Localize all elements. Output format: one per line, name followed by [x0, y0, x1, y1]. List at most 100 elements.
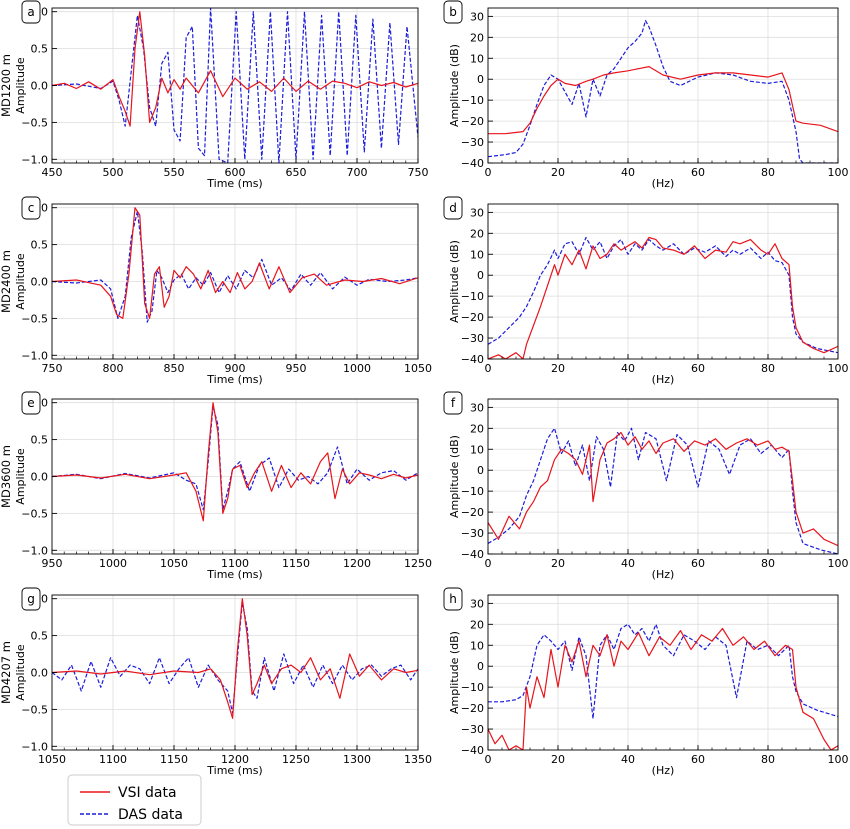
das-series-line	[52, 210, 418, 323]
y-tick-label: −30	[461, 136, 484, 149]
grid	[487, 8, 839, 164]
y-axis-label: Amplitude	[14, 57, 27, 114]
y-tick-label: −40	[461, 157, 484, 170]
panel-c: 75080085090095010001050−1.0−0.50.00.51.0…	[0, 196, 432, 386]
panel-tag-label: e	[27, 396, 34, 410]
plot-frame	[487, 7, 839, 164]
x-axis-label: (Hz)	[652, 568, 675, 581]
panel-tag-label: h	[449, 592, 457, 606]
x-tick-label: 60	[691, 362, 705, 375]
y-tick-label: 10	[470, 639, 484, 652]
y-tick-label: −0.5	[21, 703, 48, 716]
y-tick-label: 10	[470, 52, 484, 65]
y-tick-label: 0.0	[31, 80, 49, 93]
y-tick-label: 0	[477, 660, 484, 673]
vsi-series-line	[52, 207, 418, 319]
x-tick-label: 750	[42, 362, 63, 375]
y-tick-label: 30	[470, 401, 484, 414]
panel-tag-box	[443, 391, 463, 415]
x-tick-label: 80	[761, 362, 775, 375]
x-tick-label: 0	[485, 753, 492, 766]
y-tick-label: 20	[470, 31, 484, 44]
y-tick-label: 0	[477, 269, 484, 282]
x-axis-label: Time (ms)	[206, 177, 262, 190]
panel-tag-label: b	[449, 5, 457, 19]
y-tick-label: 20	[470, 618, 484, 631]
x-axis-label: Time (ms)	[206, 764, 262, 777]
x-tick-label: 1100	[221, 557, 249, 570]
panel-tag-label: a	[27, 5, 34, 19]
das-series-line	[488, 20, 838, 163]
x-axis-label: Time (ms)	[206, 373, 262, 386]
x-tick-label: 700	[347, 166, 368, 179]
panel-tag-box	[21, 196, 41, 220]
das-series-line	[488, 236, 838, 354]
x-tick-label: 40	[621, 753, 635, 766]
x-tick-label: 1000	[99, 557, 127, 570]
das-series-line	[52, 8, 418, 163]
x-axis-label: (Hz)	[652, 177, 675, 190]
y-tick-label: 0.5	[31, 630, 49, 643]
y-tick-label: 0	[477, 73, 484, 86]
depth-row-label: MD2400 m	[0, 250, 13, 313]
y-tick-label: 0.5	[31, 239, 49, 252]
legend-box	[67, 774, 202, 826]
y-tick-label: −10	[461, 681, 484, 694]
legend-das-label: DAS data	[118, 807, 183, 823]
vsi-series-line	[488, 627, 838, 750]
x-axis-label: (Hz)	[652, 373, 675, 386]
x-tick-label: 1200	[221, 753, 249, 766]
x-tick-label: 900	[225, 362, 246, 375]
y-tick-label: −40	[461, 548, 484, 561]
vsi-series-line	[488, 236, 838, 359]
y-tick-label: −0.5	[21, 312, 48, 325]
y-tick-label: 0.0	[31, 667, 49, 680]
y-tick-label: −0.5	[21, 507, 48, 520]
panel-tag-box	[443, 0, 463, 24]
x-tick-label: 80	[761, 557, 775, 570]
depth-row-label: MD3600 m	[0, 445, 13, 508]
x-tick-label: 40	[621, 362, 635, 375]
x-tick-label: 40	[621, 557, 635, 570]
y-tick-label: −20	[461, 702, 484, 715]
y-tick-label: −10	[461, 485, 484, 498]
y-axis-label: Amplitude	[14, 448, 27, 505]
vsi-series-line	[52, 402, 418, 522]
panel-g: 1050 1100 1150 1200 1250 1300 1350 −1.0 −0.5 0.0 0…	[0, 587, 432, 777]
y-tick-label: −1.0	[21, 544, 48, 557]
x-tick-label: 80	[761, 166, 775, 179]
x-tick-label: 40	[621, 166, 635, 179]
y-tick-label: 0.0	[31, 471, 49, 484]
plot-frame	[487, 203, 839, 360]
panel-d: 0 20 40 60 80 100 −40 −30 −20 −10 0 10 20 30 (Hz) Ampli…	[443, 196, 849, 386]
panel-tag-box	[443, 196, 463, 220]
panel-tag-box	[21, 587, 41, 611]
y-tick-label: 0.5	[31, 43, 49, 56]
y-tick-label: 30	[470, 10, 484, 23]
x-tick-label: 100	[828, 166, 849, 179]
y-tick-label: −0.5	[21, 116, 48, 129]
x-tick-label: 20	[551, 753, 565, 766]
x-tick-label: 1050	[38, 753, 66, 766]
depth-row-label: MD4207 m	[0, 641, 13, 704]
x-tick-label: 20	[551, 166, 565, 179]
y-tick-label: 0	[477, 464, 484, 477]
panel-tag-box	[21, 0, 41, 24]
x-tick-label: 1150	[282, 557, 310, 570]
y-axis-label: Amplitude (dB)	[448, 240, 461, 323]
x-tick-label: 1300	[343, 753, 371, 766]
y-tick-label: 20	[470, 422, 484, 435]
y-axis-label: Amplitude	[14, 644, 27, 701]
x-tick-label: 850	[164, 362, 185, 375]
y-axis-label: Amplitude (dB)	[448, 631, 461, 714]
x-tick-label: 1200	[343, 557, 371, 570]
y-tick-label: −1.0	[21, 740, 48, 753]
y-tick-label: −20	[461, 115, 484, 128]
y-tick-label: −20	[461, 506, 484, 519]
x-tick-label: 0	[485, 166, 492, 179]
panel-a: 450500550600650700750−1.0−0.50.00.51.0Ti…	[0, 0, 429, 190]
x-tick-label: 60	[691, 753, 705, 766]
x-tick-label: 1000	[343, 362, 371, 375]
x-tick-label: 1050	[404, 362, 432, 375]
x-tick-label: 650	[286, 166, 307, 179]
